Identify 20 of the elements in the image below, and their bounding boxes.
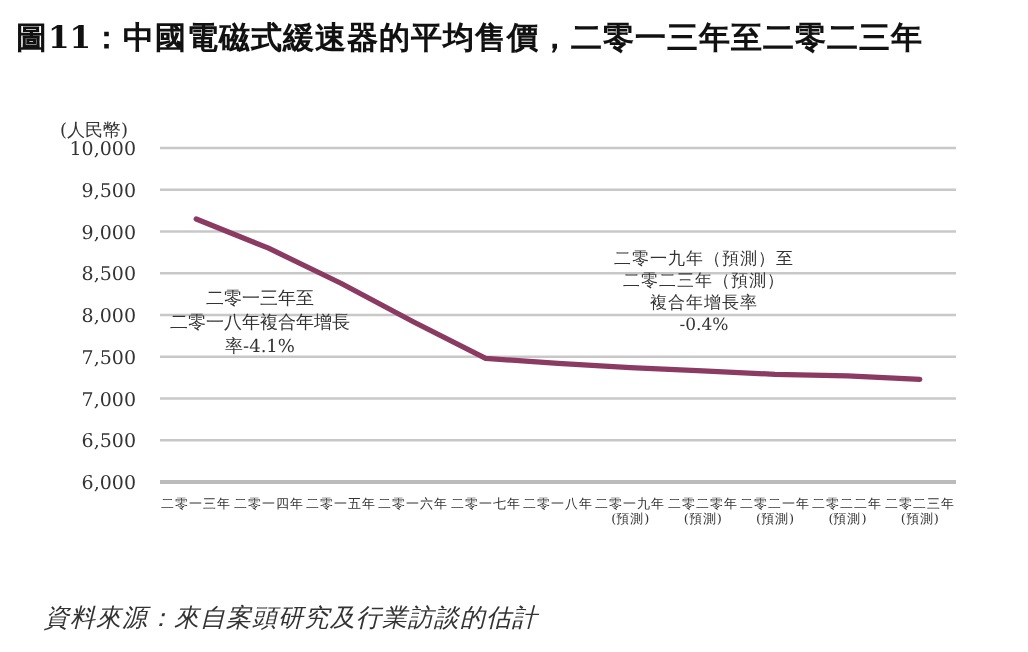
annotation: 複合年增長率 <box>650 294 758 314</box>
ytick: 10,000 <box>69 139 136 161</box>
ytick: 7,500 <box>81 347 136 370</box>
line-series <box>193 216 923 382</box>
ytick: 8,000 <box>81 306 136 328</box>
ytick: 7,000 <box>81 389 136 412</box>
ylabel: (人民幣) <box>60 122 129 142</box>
annotation: 資料來源：來自案頭研究及行業訪談的估計 <box>44 602 538 632</box>
title: 圖11：中國電磁式緩速器的平均售價，二零一三年至二零二三年 <box>16 18 924 56</box>
annotation: 率-4.1% <box>225 338 295 358</box>
ytick: 6,000 <box>81 473 136 495</box>
ytick: 6,500 <box>81 431 136 454</box>
annotation: 二零二三年（預測） <box>623 272 785 292</box>
annotation: 二零一八年複合年增長 <box>170 314 350 334</box>
annotation: -0.4% <box>679 316 729 336</box>
ytick: 8,500 <box>81 264 136 287</box>
annotation: 二零一九年（預測）至 <box>614 250 794 270</box>
ytick: 9,000 <box>81 222 136 245</box>
annotation: 二零一三年至 <box>206 290 314 310</box>
ytick: 9,500 <box>81 180 136 203</box>
